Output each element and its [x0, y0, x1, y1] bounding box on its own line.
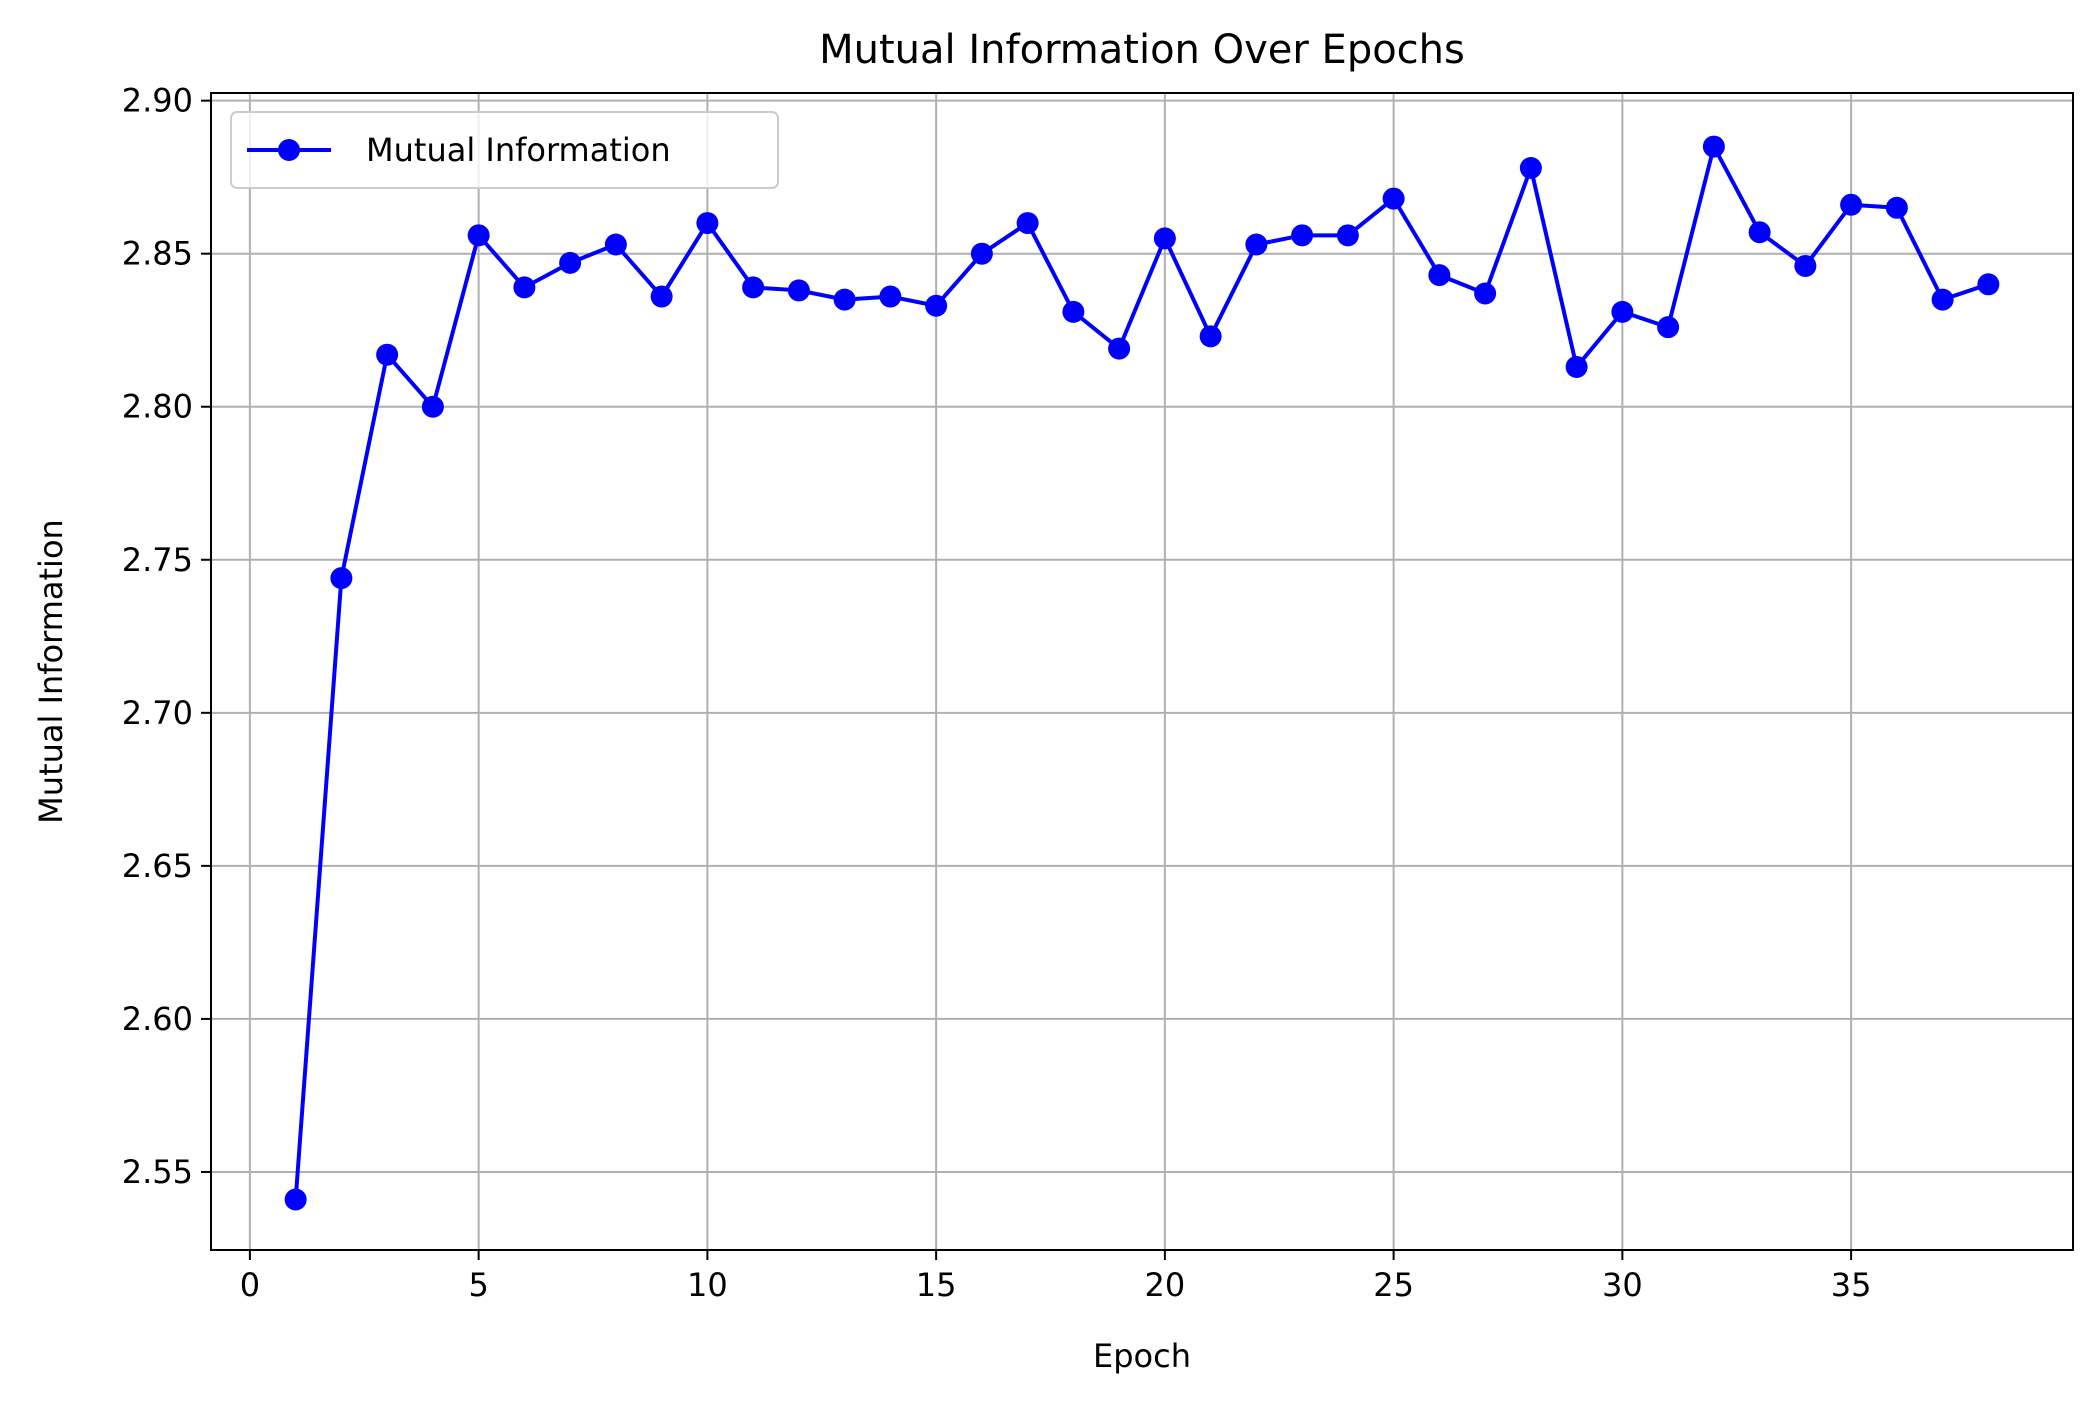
plot-frame	[210, 92, 2074, 1251]
data-point	[1062, 300, 1085, 323]
data-point	[833, 288, 856, 311]
data-point	[513, 276, 536, 299]
data-point	[284, 1188, 307, 1211]
data-point	[559, 251, 582, 274]
data-point	[1794, 254, 1817, 277]
x-tick-label: 35	[1831, 1266, 1872, 1304]
x-tick-label: 30	[1602, 1266, 1643, 1304]
series-layer	[284, 135, 2000, 1211]
legend-label: Mutual Information	[366, 131, 671, 169]
x-tick-label: 10	[687, 1266, 728, 1304]
data-point	[1931, 288, 1954, 311]
data-point	[1474, 282, 1497, 305]
data-point	[421, 395, 444, 418]
y-axis-label: Mutual Information	[32, 519, 70, 824]
data-point	[787, 279, 810, 302]
data-point	[467, 224, 490, 247]
data-point	[1245, 233, 1268, 256]
y-tick-label: 2.85	[122, 235, 193, 273]
data-point	[376, 343, 399, 366]
data-point	[1153, 227, 1176, 250]
data-point	[1977, 273, 2000, 296]
y-tick-label: 2.80	[122, 388, 193, 426]
legend: Mutual Information	[230, 111, 779, 189]
y-tick-label: 2.65	[122, 847, 193, 885]
data-point	[604, 233, 627, 256]
data-point	[1108, 337, 1131, 360]
y-tick-label: 2.60	[122, 1000, 193, 1038]
data-point	[1016, 212, 1039, 235]
y-tick-label: 2.55	[122, 1153, 193, 1191]
data-point	[1291, 224, 1314, 247]
data-point	[1885, 196, 1908, 219]
data-point	[1428, 264, 1451, 287]
data-point	[1702, 135, 1725, 158]
data-point	[1336, 224, 1359, 247]
data-point	[1748, 221, 1771, 244]
y-tick-label: 2.70	[122, 694, 193, 732]
x-tick-label: 5	[468, 1266, 488, 1304]
x-axis-label: Epoch	[1093, 1337, 1191, 1375]
data-point	[925, 294, 948, 317]
data-point	[1611, 300, 1634, 323]
data-point	[696, 212, 719, 235]
data-point	[1657, 316, 1680, 339]
y-tick-label: 2.75	[122, 541, 193, 579]
x-tick-label: 20	[1145, 1266, 1186, 1304]
data-point	[1382, 187, 1405, 210]
chart-title: Mutual Information Over Epochs	[819, 27, 1465, 73]
data-point	[1199, 325, 1222, 348]
data-point	[970, 242, 993, 265]
grid-layer	[211, 93, 2073, 1250]
x-tick-label: 25	[1373, 1266, 1414, 1304]
x-tick-label: 0	[240, 1266, 260, 1304]
data-point	[1519, 156, 1542, 179]
data-point	[1840, 193, 1863, 216]
tick-layer: 0 5 10 15 20 25 30 35 2.55 2.60 2.65 2.70 2.75 2.80 2.…	[122, 82, 1872, 1304]
data-point	[1565, 355, 1588, 378]
legend-box	[230, 111, 779, 189]
data-point	[879, 285, 902, 308]
data-point	[330, 567, 353, 590]
legend-marker-swatch	[278, 139, 300, 161]
x-tick-label: 15	[916, 1266, 957, 1304]
data-point	[650, 285, 673, 308]
y-tick-label: 2.90	[122, 82, 193, 120]
data-point	[742, 276, 765, 299]
